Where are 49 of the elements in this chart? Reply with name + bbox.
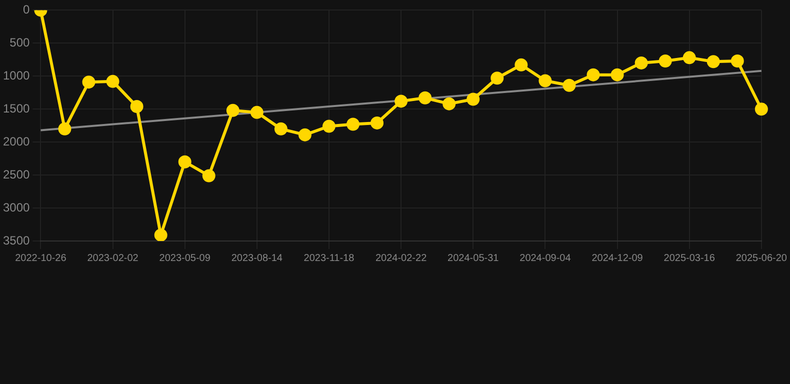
point: [394, 94, 408, 108]
point: [706, 55, 720, 68]
point: [130, 100, 144, 113]
x-tick-label: 2024-12-09: [592, 252, 644, 264]
point: [538, 74, 552, 88]
x-tick-label: 2023-08-14: [231, 252, 283, 264]
point: [274, 122, 288, 136]
point: [658, 54, 672, 68]
point: [490, 72, 504, 85]
x-tick-label: 2023-05-09: [159, 252, 211, 264]
point: [154, 228, 168, 241]
point: [682, 51, 696, 64]
x-tick-label: 2024-02-22: [375, 252, 428, 264]
y-tick-label: 2500: [2, 167, 30, 182]
point: [634, 56, 648, 70]
point: [178, 155, 192, 168]
y-tick-label: 1500: [2, 101, 30, 116]
point: [562, 78, 576, 92]
x-tick-label: 2022-10-26: [15, 252, 67, 264]
y-tick-label: 500: [10, 35, 30, 50]
point: [442, 97, 456, 110]
y-tick-label: 0: [23, 2, 30, 17]
point: [322, 120, 336, 133]
y-tick-label: 2000: [2, 134, 30, 148]
point: [250, 106, 264, 119]
point: [370, 116, 384, 130]
point: [298, 128, 312, 142]
x-tick-label: 2024-05-31: [448, 252, 500, 264]
point: [466, 92, 480, 106]
point: [586, 68, 600, 82]
point: [610, 68, 624, 82]
x-tick-label: 2023-02-02: [87, 252, 139, 264]
y-tick-label: 3000: [2, 200, 30, 214]
point: [58, 122, 72, 136]
point: [754, 102, 768, 116]
x-tick-label: 2023-11-18: [304, 252, 355, 264]
point: [106, 74, 120, 88]
x-tick-label: 2024-09-04: [520, 252, 572, 264]
point: [514, 58, 528, 72]
point: [418, 91, 432, 104]
y-tick-label: 1000: [2, 68, 30, 82]
y-tick-label: 3500: [2, 233, 30, 248]
point: [226, 104, 240, 117]
point: [346, 118, 360, 131]
x-tick-label: 2025-03-16: [664, 252, 716, 264]
x-tick-label: 2025-06-20: [736, 252, 788, 264]
point: [730, 54, 744, 68]
point: [202, 169, 216, 182]
point: [82, 76, 96, 89]
